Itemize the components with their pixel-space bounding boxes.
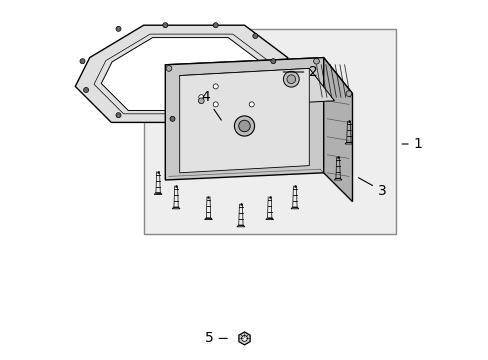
Text: 5: 5 [204,332,227,345]
Circle shape [241,336,247,341]
Polygon shape [154,193,162,194]
Circle shape [83,87,88,93]
Circle shape [256,95,261,100]
Circle shape [80,59,85,64]
Circle shape [270,59,275,64]
Text: 4: 4 [201,90,221,120]
Text: 1: 1 [401,137,422,151]
Polygon shape [237,225,244,227]
Circle shape [198,98,204,104]
Circle shape [234,116,254,136]
Circle shape [166,66,171,71]
Polygon shape [179,68,334,108]
Text: 3: 3 [358,178,386,198]
Text: 2: 2 [283,65,317,79]
Circle shape [346,91,351,96]
Circle shape [286,75,295,84]
Polygon shape [165,58,323,180]
Circle shape [116,26,121,31]
Circle shape [170,116,175,121]
Circle shape [213,23,218,28]
Circle shape [252,33,257,39]
Circle shape [238,120,250,132]
Polygon shape [165,58,352,101]
Polygon shape [204,218,212,220]
Circle shape [213,84,218,89]
Polygon shape [323,58,352,202]
Bar [143,29,395,234]
Circle shape [213,102,218,107]
Circle shape [216,113,222,118]
Circle shape [283,71,299,87]
Polygon shape [172,207,180,209]
Polygon shape [101,37,260,111]
Polygon shape [239,332,249,345]
Polygon shape [75,25,287,122]
Polygon shape [179,68,309,173]
Polygon shape [265,218,273,220]
Circle shape [116,113,121,118]
Polygon shape [345,142,352,144]
Polygon shape [290,207,298,209]
Circle shape [313,58,319,64]
Circle shape [163,23,167,28]
Polygon shape [333,178,341,180]
Circle shape [199,95,203,100]
Circle shape [249,102,254,107]
